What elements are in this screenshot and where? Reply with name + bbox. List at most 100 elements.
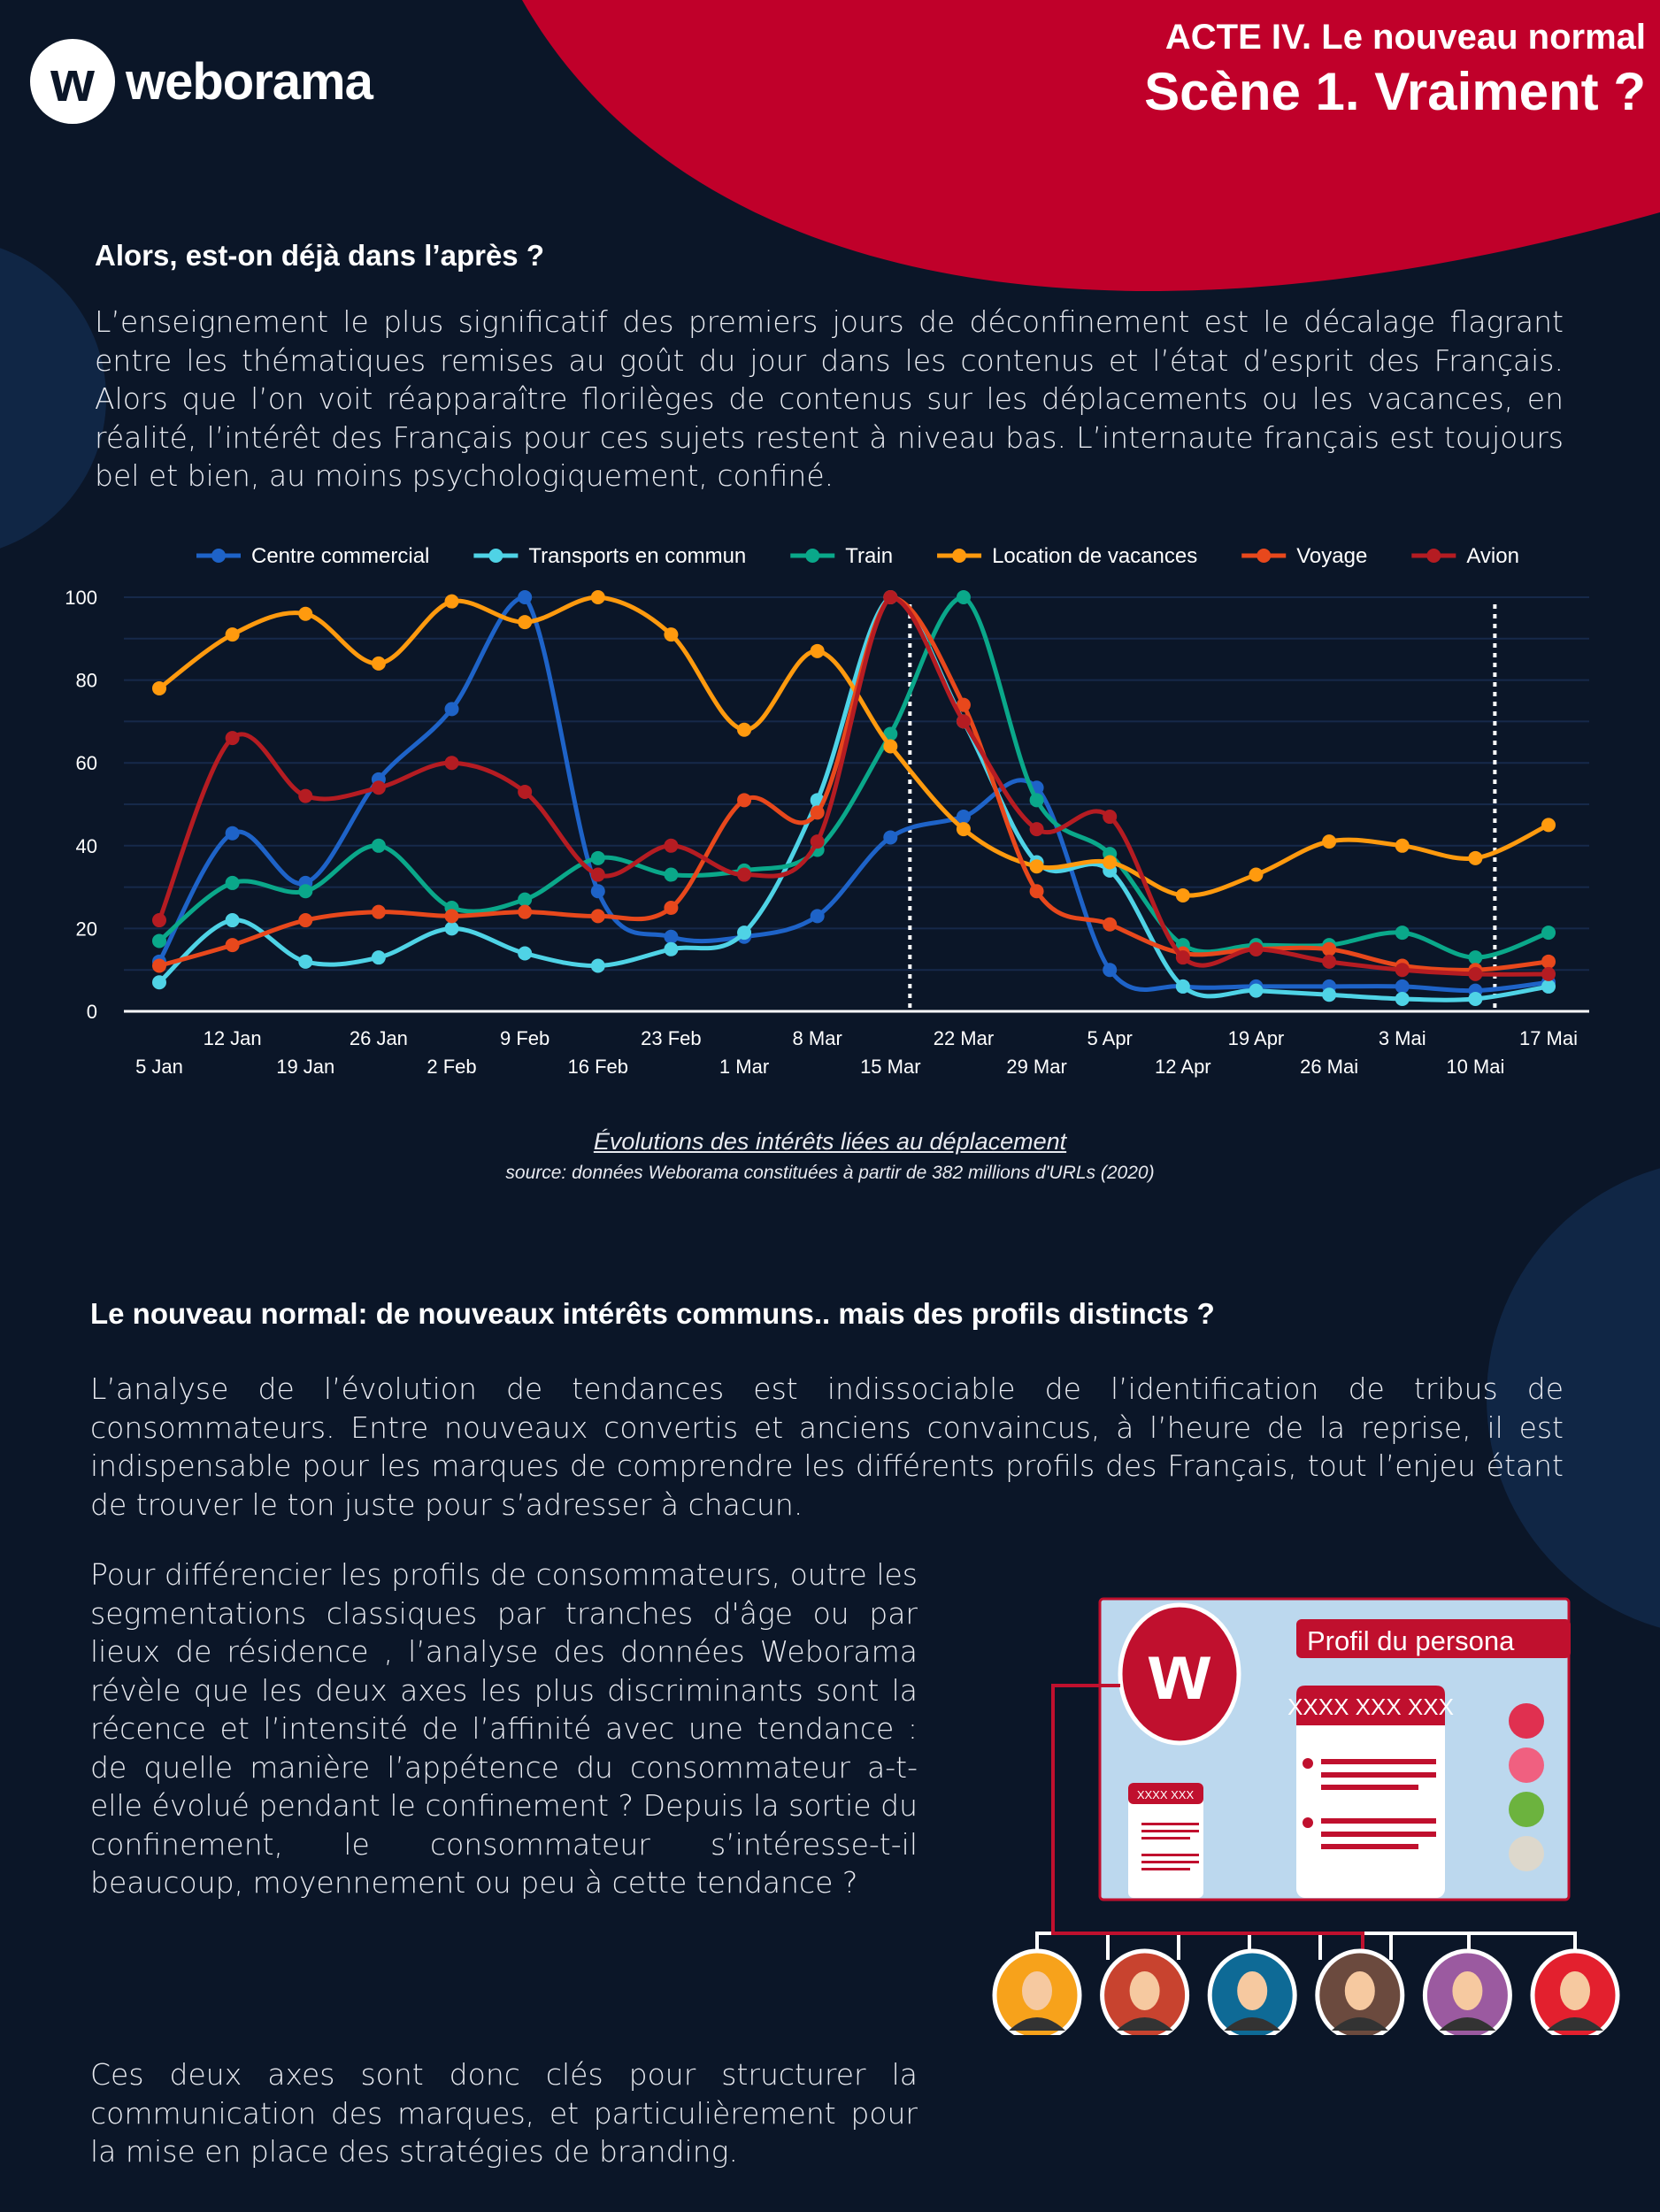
- red-corner-shape: [522, 0, 1660, 292]
- x-tick-label: 26 Jan: [350, 1027, 408, 1049]
- data-point: [737, 722, 752, 737]
- section2-paragraph-profiles: Pour différencier les profils de consomm…: [90, 1557, 918, 1900]
- x-tick-label: 10 Mai: [1446, 1056, 1504, 1078]
- y-tick-label: 40: [76, 835, 97, 857]
- data-point: [1541, 979, 1556, 994]
- avatar-face: [1022, 1971, 1052, 2010]
- chart-title: Évolutions des intérêts liées au déplace…: [593, 1128, 1067, 1155]
- avatar-face: [1129, 1971, 1160, 2010]
- data-point: [1249, 941, 1264, 956]
- data-point: [225, 627, 240, 642]
- data-point: [225, 875, 240, 890]
- data-point: [371, 838, 386, 853]
- data-point: [810, 805, 825, 820]
- data-point: [1395, 926, 1410, 941]
- x-tick-label: 12 Apr: [1155, 1056, 1211, 1078]
- data-point: [883, 739, 898, 754]
- trophy-icon: [1509, 1703, 1544, 1739]
- weborama-w-badge: [1118, 1602, 1241, 1746]
- avatar-face: [1560, 1971, 1590, 2010]
- data-point: [810, 909, 825, 924]
- legend-label: Train: [845, 544, 893, 568]
- data-point: [152, 975, 166, 990]
- data-point: [444, 594, 459, 609]
- data-point: [1029, 793, 1044, 808]
- x-tick-label: 17 Mai: [1519, 1027, 1578, 1049]
- x-tick-label: 1 Mar: [719, 1056, 769, 1078]
- legend-marker: [488, 549, 503, 563]
- y-tick-label: 80: [76, 670, 97, 692]
- x-tick-label: 23 Feb: [641, 1027, 702, 1049]
- legend-label: Location de vacances: [992, 544, 1197, 568]
- main-card-title: XXXX XXX XXX: [1287, 1694, 1454, 1720]
- x-tick-label: 9 Feb: [500, 1027, 549, 1049]
- data-point: [664, 941, 679, 956]
- data-point: [664, 929, 679, 944]
- data-point: [518, 904, 533, 919]
- data-point: [518, 590, 533, 604]
- data-point: [1103, 963, 1118, 978]
- x-tick-label: 26 Mai: [1300, 1056, 1358, 1078]
- data-point: [590, 867, 605, 882]
- data-point: [664, 867, 679, 882]
- data-point: [737, 867, 752, 882]
- data-point: [590, 958, 605, 973]
- data-point: [225, 826, 240, 841]
- section2-paragraph: L’analyse de l’évolution de tendances es…: [90, 1371, 1564, 1522]
- logo-mark: w: [30, 39, 115, 124]
- tree-connectors: [1035, 1932, 1577, 1960]
- data-point: [371, 904, 386, 919]
- scene-title: Scène 1. Vraiment ?: [1144, 62, 1646, 121]
- chart-source: source: données Weborama constituées à p…: [505, 1163, 1155, 1183]
- legend-marker: [952, 549, 967, 563]
- small-card-header: [1128, 1783, 1203, 1804]
- data-point: [518, 784, 533, 799]
- data-point: [518, 946, 533, 961]
- y-tick-label: 60: [76, 752, 97, 774]
- data-point: [737, 793, 752, 808]
- data-point: [1468, 966, 1483, 981]
- data-point: [1395, 838, 1410, 853]
- main-card-header: [1296, 1686, 1445, 1725]
- data-point: [1029, 859, 1044, 874]
- data-point: [1395, 991, 1410, 1006]
- highlight-connector: [1051, 1684, 1364, 1960]
- data-point: [298, 884, 313, 899]
- act-title: ACTE IV. Le nouveau normal: [1164, 18, 1646, 57]
- data-point: [1541, 818, 1556, 833]
- section2-heading: Le nouveau normal: de nouveaux intérêts …: [90, 1297, 1215, 1330]
- logo-text: weborama: [126, 52, 373, 111]
- data-point: [1103, 917, 1118, 932]
- x-tick-label: 5 Apr: [1087, 1027, 1133, 1049]
- data-point: [956, 590, 971, 604]
- series-line-location-de-vacances: [158, 595, 1550, 898]
- main-card-lines: [1303, 1758, 1436, 1849]
- data-point: [298, 954, 313, 969]
- data-point: [1103, 810, 1118, 825]
- series-line-voyage: [158, 595, 1549, 972]
- data-point: [444, 702, 459, 717]
- weborama-logo: w weborama: [30, 39, 373, 124]
- data-point: [518, 892, 533, 907]
- legend-label: Transports en commun: [528, 544, 746, 568]
- profile-title-bar: [1296, 1619, 1571, 1658]
- data-point: [956, 697, 971, 712]
- data-point: [298, 606, 313, 621]
- section1-heading: Alors, est-on déjà dans l’après ?: [95, 239, 544, 272]
- series-line-avion: [157, 595, 1549, 977]
- data-point: [1175, 950, 1190, 965]
- data-point: [956, 810, 971, 825]
- avatar-body: [1224, 2017, 1281, 2031]
- x-tick-label: 15 Mar: [860, 1056, 920, 1078]
- data-point: [444, 756, 459, 771]
- data-point: [371, 950, 386, 965]
- data-point: [883, 830, 898, 845]
- data-point: [1541, 966, 1556, 981]
- page-header-titles: ACTE IV. Le nouveau normal Scène 1. Vrai…: [1144, 18, 1646, 122]
- small-card-lines: [1141, 1823, 1199, 1870]
- x-tick-label: 19 Jan: [276, 1056, 334, 1078]
- profile-title: Profil du persona: [1307, 1625, 1515, 1656]
- w-badge-letter: w: [1148, 1628, 1211, 1717]
- data-point: [664, 627, 679, 642]
